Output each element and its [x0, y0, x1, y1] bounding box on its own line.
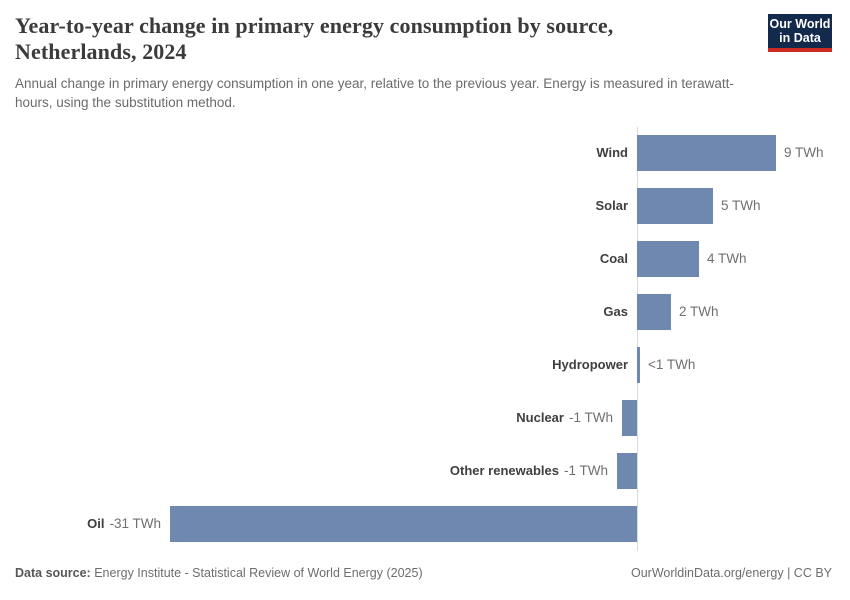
chart-row: Coal 4 TWh 4 TWh [0, 232, 850, 285]
value-label: <1 TWh [648, 357, 696, 372]
owid-logo-line2: in Data [779, 31, 821, 45]
data-source-text: Energy Institute - Statistical Review of… [94, 566, 423, 580]
bar-other-renewables[interactable] [617, 452, 637, 489]
bar-gas[interactable] [637, 293, 671, 330]
category-label: Coal [599, 251, 628, 266]
bar-wind[interactable] [637, 134, 776, 171]
bar-coal[interactable] [637, 240, 699, 277]
data-source: Data source: Energy Institute - Statisti… [15, 566, 423, 580]
credit-link: OurWorldinData.org/energy | CC BY [630, 566, 832, 580]
category-label: Gas [603, 304, 628, 319]
bar-hydropower[interactable] [637, 346, 640, 383]
chart-row: Oil -31 TWh -31 TWh [0, 497, 850, 550]
bar-nuclear[interactable] [622, 399, 637, 436]
bar-chart: Wind 9 TWh 9 TWh Solar 5 TWh 5 TWh Coal … [0, 126, 850, 551]
category-label: Solar [595, 198, 628, 213]
chart-row: Hydropower <1 TWh <1 TWh [0, 338, 850, 391]
category-label: Other renewables [449, 463, 559, 478]
category-label: Wind [596, 145, 628, 160]
value-label: -1 TWh [568, 410, 613, 425]
chart-row: Gas 2 TWh 2 TWh [0, 285, 850, 338]
value-label: -1 TWh [563, 463, 608, 478]
value-label: 9 TWh [784, 145, 824, 160]
chart-row: Solar 5 TWh 5 TWh [0, 179, 850, 232]
chart-footer: Data source: Energy Institute - Statisti… [15, 566, 832, 580]
value-label: -31 TWh [109, 516, 161, 531]
bar-oil[interactable] [170, 505, 637, 542]
value-label: 2 TWh [679, 304, 719, 319]
zero-axis-line [637, 127, 638, 551]
data-source-label: Data source: [15, 566, 91, 580]
bar-solar[interactable] [637, 187, 713, 224]
category-label: Hydropower [552, 357, 628, 372]
chart-row: Other renewables -1 TWh -1 TWh [0, 444, 850, 497]
chart-row: Wind 9 TWh 9 TWh [0, 126, 850, 179]
chart-subtitle: Annual change in primary energy consumpt… [15, 76, 734, 110]
category-label: Nuclear [516, 410, 564, 425]
chart-title: Year-to-year change in primary energy co… [15, 13, 614, 64]
value-label: 5 TWh [721, 198, 761, 213]
chart-row: Nuclear -1 TWh -1 TWh [0, 391, 850, 444]
category-label: Oil [87, 516, 105, 531]
owid-logo-line1: Our World [769, 17, 831, 31]
value-label: 4 TWh [707, 251, 747, 266]
owid-logo: Our World in Data [768, 14, 832, 52]
